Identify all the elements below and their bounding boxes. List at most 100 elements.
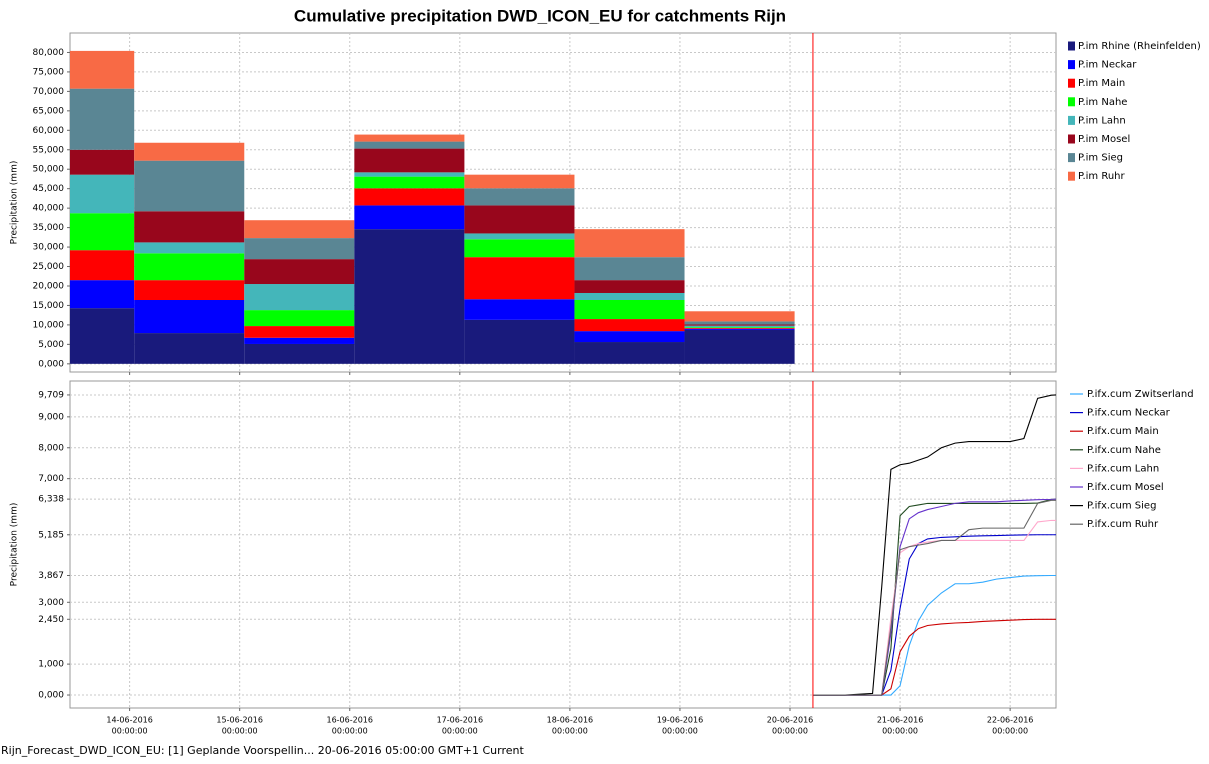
bar-segment <box>244 326 355 338</box>
legend-label: P.ifx.cum Neckar <box>1087 408 1171 419</box>
x-tick-label: 20-06-2016 <box>767 716 814 725</box>
bar-segment <box>244 343 355 364</box>
bar-segment <box>684 328 795 329</box>
bar-segment <box>684 325 795 328</box>
x-tick-label: 00:00:00 <box>552 727 588 736</box>
bar-segment <box>70 50 135 89</box>
bar-segment <box>70 280 135 309</box>
x-tick-label: 00:00:00 <box>662 727 698 736</box>
bar-segment <box>354 176 465 189</box>
y-tick-label: 3,000 <box>38 598 64 608</box>
x-tick-label: 00:00:00 <box>222 727 258 736</box>
bar-segment <box>354 188 465 206</box>
bar-segment <box>464 319 575 364</box>
y-tick-label: 6,338 <box>38 495 64 505</box>
plot-marks <box>70 50 795 364</box>
x-tick-label: 00:00:00 <box>112 727 148 736</box>
bar-segment <box>574 229 685 258</box>
bar-segment <box>684 311 795 322</box>
bar-segment <box>574 257 685 281</box>
bar-segment <box>464 257 575 300</box>
legend-label: P.ifx.cum Nahe <box>1087 445 1161 456</box>
bar-segment <box>244 259 355 285</box>
y-tick-label: 35,000 <box>33 223 65 233</box>
x-tick-label: 17-06-2016 <box>437 716 484 725</box>
chart-title: Cumulative precipitation DWD_ICON_EU for… <box>294 6 786 25</box>
bar-segment <box>354 172 465 177</box>
x-tick-label: 22-06-2016 <box>987 716 1034 725</box>
y-tick-label: 70,000 <box>33 87 65 97</box>
bar-segment <box>354 134 465 142</box>
bar-segment <box>464 188 575 206</box>
y-tick-label: 65,000 <box>33 106 65 116</box>
legend-swatch <box>1068 153 1075 163</box>
bar-segment <box>684 329 795 364</box>
legend-label: P.ifx.cum Lahn <box>1087 463 1159 474</box>
y-tick-label: 40,000 <box>33 204 65 214</box>
y-axis-label: Precipitation (mm) <box>10 503 20 587</box>
bar-segment <box>684 327 795 329</box>
legend-swatch <box>1068 60 1075 70</box>
legend-label: P.ifx.cum Main <box>1087 426 1159 437</box>
legend-label: P.im Sieg <box>1078 153 1123 164</box>
bar-segment <box>244 220 355 239</box>
y-tick-label: 55,000 <box>33 145 65 155</box>
legend-swatch <box>1068 134 1075 144</box>
bar-segment <box>134 211 245 243</box>
bar-segment <box>70 149 135 175</box>
y-tick-label: 9,709 <box>38 390 64 400</box>
legend-label: P.im Nahe <box>1078 97 1127 108</box>
bar-segment <box>464 239 575 258</box>
y-tick-label: 5,185 <box>38 530 64 540</box>
x-tick-label: 18-06-2016 <box>547 716 594 725</box>
bar-segment <box>684 324 795 326</box>
bar-segment <box>70 250 135 281</box>
legend-label: P.ifx.cum Zwitserland <box>1087 389 1194 400</box>
bar-segment <box>134 280 245 300</box>
bar-segment <box>134 253 245 281</box>
bar-segment <box>134 333 245 364</box>
bar-segment <box>70 88 135 150</box>
bar-segment <box>70 213 135 251</box>
y-tick-label: 80,000 <box>33 48 65 58</box>
y-tick-label: 45,000 <box>33 184 65 194</box>
bar-segment <box>574 319 685 332</box>
bar-segment <box>464 205 575 234</box>
legend-swatch <box>1068 41 1075 51</box>
bar-segment <box>684 328 795 330</box>
bar-segment <box>70 308 135 364</box>
legend-swatch <box>1068 171 1075 181</box>
legend-label: P.im Ruhr <box>1078 171 1126 182</box>
bar-segment <box>354 229 465 364</box>
bar-segment <box>574 299 685 320</box>
bar-segment <box>134 299 245 334</box>
y-tick-label: 5,000 <box>38 340 64 350</box>
legend-swatch <box>1068 97 1075 107</box>
legend-label: P.ifx.cum Mosel <box>1087 482 1164 493</box>
bar-segment <box>464 174 575 189</box>
x-tick-label: 21-06-2016 <box>877 716 924 725</box>
y-tick-label: 60,000 <box>33 126 65 136</box>
bar-segment <box>134 142 245 161</box>
bar-segment <box>354 205 465 230</box>
bar-segment <box>244 310 355 327</box>
legend-swatch <box>1068 115 1075 125</box>
plot-area <box>69 380 1057 709</box>
x-tick-label: 00:00:00 <box>332 727 368 736</box>
bar-segment <box>464 233 575 240</box>
bar-segment <box>354 148 465 173</box>
y-tick-label: 8,000 <box>38 443 64 453</box>
y-tick-label: 0,000 <box>38 359 64 369</box>
y-tick-label: 3,867 <box>38 571 64 581</box>
bar-segment <box>684 321 795 325</box>
x-tick-label: 14-06-2016 <box>106 716 153 725</box>
y-tick-label: 50,000 <box>33 165 65 175</box>
x-tick-label: 19-06-2016 <box>657 716 704 725</box>
legend-label: P.im Rhine (Rheinfelden) <box>1078 41 1201 52</box>
series-line <box>812 394 1056 696</box>
y-axis-label: Precipitation (mm) <box>10 161 20 245</box>
bar-segment <box>464 299 575 320</box>
x-tick-label: 00:00:00 <box>442 727 478 736</box>
x-tick-label: 00:00:00 <box>772 727 808 736</box>
